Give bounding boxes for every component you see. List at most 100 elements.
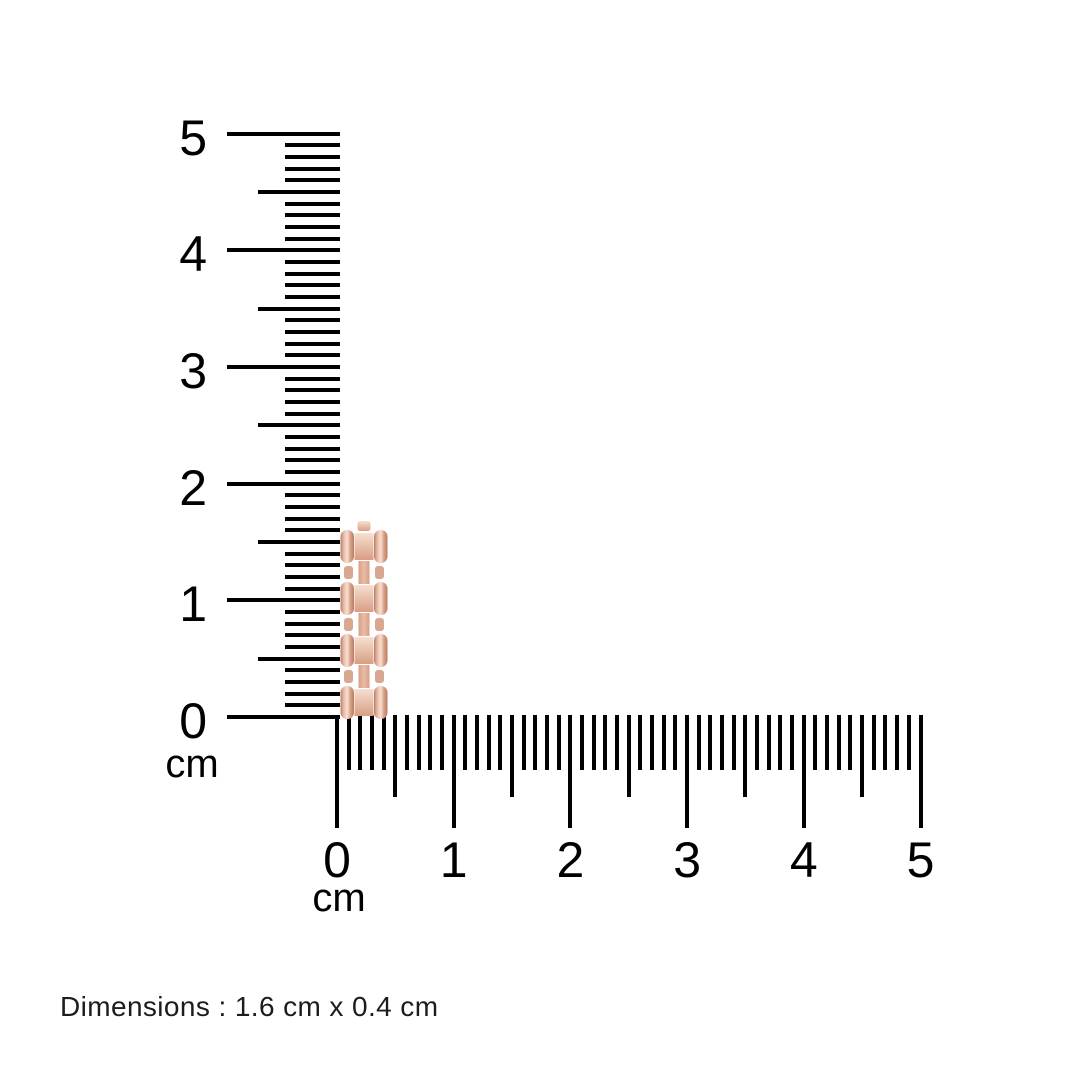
- vertical-ruler-tick-minor: [285, 434, 340, 439]
- chain-connector-row: [344, 613, 384, 636]
- chain-stub-left: [344, 618, 353, 631]
- chain-center-plate: [354, 585, 374, 612]
- horizontal-ruler-tick-minor: [346, 715, 351, 770]
- horizontal-ruler-tick-minor: [603, 715, 608, 770]
- vertical-ruler-tick-minor: [285, 528, 340, 533]
- vertical-ruler-tick-minor: [285, 574, 340, 579]
- chain-top-clasp: [357, 521, 371, 531]
- horizontal-ruler-label-4: 4: [789, 832, 818, 888]
- chain-barrel-left: [340, 634, 354, 667]
- vertical-ruler-tick-major: [227, 481, 340, 486]
- chain-connector-row: [344, 665, 384, 688]
- vertical-ruler-tick-minor: [285, 469, 340, 474]
- chain-bridge: [358, 613, 370, 636]
- horizontal-ruler-tick-minor: [416, 715, 421, 770]
- horizontal-ruler-tick-minor: [533, 715, 538, 770]
- vertical-ruler-tick-half: [258, 423, 340, 428]
- vertical-ruler-tick-minor: [285, 271, 340, 276]
- vertical-ruler-tick-major: [227, 364, 340, 369]
- horizontal-ruler-tick-minor: [440, 715, 445, 770]
- horizontal-ruler-tick-half: [860, 715, 865, 797]
- vertical-ruler-tick-minor: [285, 178, 340, 183]
- vertical-ruler-tick-minor: [285, 668, 340, 673]
- vertical-ruler-tick-minor: [285, 551, 340, 556]
- horizontal-ruler-tick-minor: [696, 715, 701, 770]
- horizontal-ruler-tick-minor: [813, 715, 818, 770]
- horizontal-ruler-tick-minor: [405, 715, 410, 770]
- horizontal-ruler-tick-major: [918, 715, 923, 828]
- horizontal-ruler-tick-major: [335, 715, 339, 828]
- vertical-ruler-label-5: 5: [179, 109, 207, 166]
- vertical-ruler-tick-minor: [285, 166, 340, 171]
- vertical-ruler-tick-major: [227, 598, 340, 603]
- horizontal-ruler-tick-minor: [906, 715, 911, 770]
- vertical-ruler-tick-half: [258, 306, 340, 311]
- chain-link-row: [340, 686, 388, 719]
- horizontal-ruler-tick-major: [568, 715, 573, 828]
- horizontal-ruler-tick-minor: [650, 715, 655, 770]
- horizontal-ruler-label-2: 2: [556, 832, 585, 888]
- chain-stub-right: [375, 618, 384, 631]
- vertical-ruler-tick-major: [227, 131, 340, 136]
- vertical-ruler-tick-minor: [285, 283, 340, 288]
- chain-barrel-left: [340, 530, 354, 563]
- chain-barrel-right: [374, 530, 388, 563]
- chain-barrel-right: [374, 582, 388, 615]
- horizontal-ruler-tick-minor: [836, 715, 841, 770]
- vertical-ruler-tick-minor: [285, 353, 340, 358]
- vertical-ruler-tick-minor: [285, 411, 340, 416]
- vertical-ruler-tick-minor: [285, 679, 340, 684]
- chain-bridge: [358, 561, 370, 584]
- horizontal-ruler-tick-minor: [755, 715, 760, 770]
- vertical-ruler-tick-major: [227, 715, 340, 719]
- horizontal-ruler-tick-minor: [381, 715, 386, 770]
- vertical-ruler-tick-minor: [285, 621, 340, 626]
- vertical-ruler-tick-minor: [285, 703, 340, 708]
- vertical-ruler-tick-minor: [285, 236, 340, 241]
- vertical-ruler-tick-minor: [285, 563, 340, 568]
- vertical-ruler-tick-minor: [285, 341, 340, 346]
- chain-barrel-left: [340, 582, 354, 615]
- chain-barrel-right: [374, 686, 388, 719]
- vertical-ruler-tick-minor: [285, 504, 340, 509]
- chain-link-row: [340, 530, 388, 563]
- chain-barrel-right: [374, 634, 388, 667]
- horizontal-ruler-tick-minor: [486, 715, 491, 770]
- chain-stub-left: [344, 566, 353, 579]
- horizontal-ruler-tick-minor: [580, 715, 585, 770]
- vertical-ruler-tick-minor: [285, 493, 340, 498]
- chain-connector-row: [344, 561, 384, 584]
- vertical-ruler-tick-minor: [285, 644, 340, 649]
- product-chain-link-band: [340, 521, 388, 719]
- horizontal-ruler-tick-minor: [428, 715, 433, 770]
- chain-center-plate: [354, 533, 374, 560]
- chain-bridge: [358, 665, 370, 688]
- vertical-ruler-tick-minor: [285, 259, 340, 264]
- horizontal-ruler-tick-major: [685, 715, 690, 828]
- horizontal-ruler-tick-minor: [708, 715, 713, 770]
- horizontal-ruler-tick-half: [743, 715, 748, 797]
- horizontal-ruler-tick-minor: [871, 715, 876, 770]
- vertical-ruler-tick-minor: [285, 586, 340, 591]
- vertical-ruler-tick-half: [258, 189, 340, 194]
- horizontal-ruler-tick-minor: [475, 715, 480, 770]
- horizontal-ruler-tick-major: [801, 715, 806, 828]
- horizontal-ruler-tick-minor: [731, 715, 736, 770]
- horizontal-ruler-unit-label: cm: [312, 876, 366, 920]
- horizontal-ruler-tick-minor: [825, 715, 830, 770]
- horizontal-ruler-tick-half: [393, 715, 398, 797]
- vertical-ruler-tick-minor: [285, 691, 340, 696]
- dimensions-caption: Dimensions : 1.6 cm x 0.4 cm: [60, 991, 439, 1022]
- vertical-ruler-tick-minor: [285, 458, 340, 463]
- horizontal-ruler-tick-minor: [463, 715, 468, 770]
- horizontal-ruler-label-0: 0: [323, 832, 351, 888]
- horizontal-ruler-tick-half: [510, 715, 515, 797]
- vertical-ruler-label-2: 2: [179, 459, 207, 516]
- vertical-ruler-tick-minor: [285, 318, 340, 323]
- chain-link-row: [340, 634, 388, 667]
- horizontal-ruler-tick-major: [451, 715, 456, 828]
- chain-link-row: [340, 582, 388, 615]
- horizontal-ruler-tick-minor: [638, 715, 643, 770]
- chain-stub-right: [375, 670, 384, 683]
